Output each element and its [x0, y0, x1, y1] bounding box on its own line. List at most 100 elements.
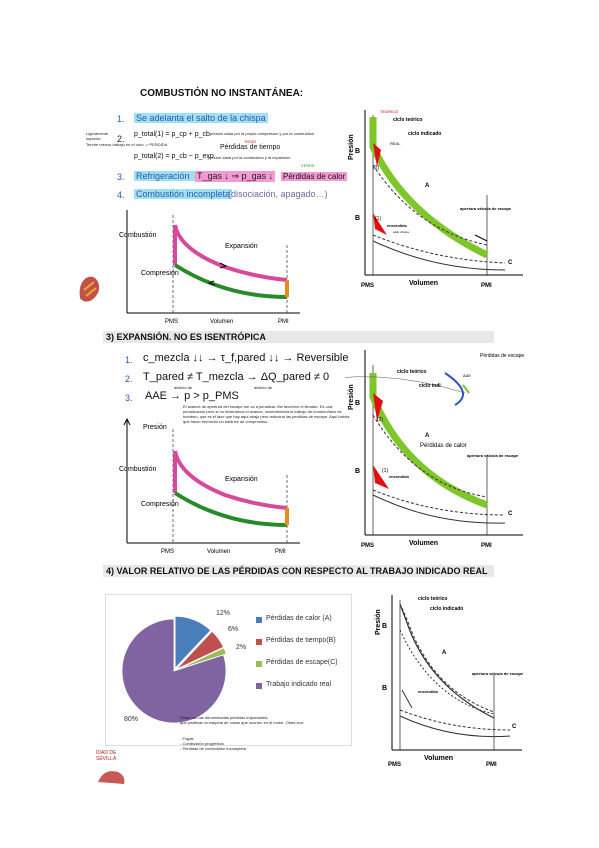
ind1-apertura: apertura válvula de escape	[460, 206, 512, 211]
ind2-c: C	[508, 511, 513, 517]
list3-num3: 3.	[125, 393, 133, 403]
pie-label-1: 6%	[228, 626, 238, 633]
ind1-real: REAL	[390, 141, 401, 146]
indicator-diagram-1: Presión TEORICO ciclo teórico ciclo indi…	[348, 109, 523, 289]
list3-num1: 1.	[125, 355, 133, 365]
rojo-label: ROJO	[245, 139, 257, 144]
pv2-pmi: PMI	[275, 549, 286, 555]
ind2-perdidas-escape: Pérdidas de escape	[480, 353, 524, 359]
ind2-perdidas-calor: Pérdidas de calor	[420, 443, 467, 449]
ind1-pms: PMS	[361, 283, 374, 289]
pv2-pms: PMS	[161, 549, 174, 555]
tgas-pgas: T_gas ↓ ⇒ p_gas ↓	[195, 171, 276, 182]
indicator-diagram-3: Presión ciclo teórico ciclo indicado B A…	[375, 595, 524, 768]
pv1-combustion: Combustión	[119, 232, 156, 239]
ind2-volumen: Volumen	[409, 540, 438, 547]
side-note-2: Tendre menos trabajo en el ciclo -> PERD…	[86, 142, 168, 147]
university-logo-2: IDAD DE SEVILLA	[74, 748, 125, 784]
ind1-l2: (2)	[373, 165, 379, 171]
legend-item-3: Trabajo indicado real	[256, 681, 348, 703]
ind2-apertura: apertura válvula de escape	[467, 453, 519, 458]
ind1-volumen: Volumen	[409, 280, 438, 287]
logo-text: IDAD DE SEVILLA	[96, 750, 117, 762]
ind1-presion: Presión	[348, 134, 355, 160]
equation-1-note: presion dada por la propia compresion y …	[210, 131, 315, 136]
ind3-pms: PMS	[388, 762, 401, 768]
section-4-heading: 4) VALOR RELATIVO DE LAS PÉRDIDAS CON RE…	[103, 565, 494, 577]
ind2-presion: Presión	[348, 384, 355, 410]
ind2-ciclo-indi: ciclo indi	[419, 383, 441, 389]
pv2-presion: Presión	[143, 424, 167, 431]
list1-num2: 2.	[117, 134, 125, 144]
list3-sub1: distinto de	[174, 385, 193, 390]
perdidas-tiempo-label: Pérdidas de tiempo	[220, 144, 281, 151]
ind2-b2: B	[355, 468, 360, 475]
ind3-apertura: apertura válvula de escape	[472, 671, 524, 676]
ind1-l1: (1)	[375, 216, 381, 222]
ind3-a: A	[442, 650, 447, 656]
pv1-compresion: Compresión	[141, 270, 179, 277]
equation-1: p_total(1) = p_cp + p_cb	[134, 131, 210, 138]
list1-num4: 4.	[117, 190, 125, 200]
ind3-pmi: PMI	[486, 762, 497, 768]
pie-label-3: 80%	[124, 716, 138, 723]
ind1-a: A	[425, 183, 430, 189]
pie-note-b3: - Pérdidas de combustión incompleta	[180, 746, 246, 751]
list3-line2: T_pared ≠ T_mezcla → ΔQ_pared ≠ 0	[143, 371, 330, 383]
legend-item-1: Pérdidas de tiempo(B)	[256, 637, 348, 659]
pv1-volumen: Volumen	[210, 319, 233, 325]
pie-slice-1	[176, 630, 225, 670]
ind3-c: C	[512, 724, 517, 730]
ind3-b2: B	[382, 685, 387, 692]
legend-swatch-3	[256, 683, 262, 689]
ind1-teorico: TEORICO	[380, 109, 398, 114]
ind1-ciclo-teorico: ciclo teórico	[393, 117, 422, 123]
ind2-ciclo-teorico: ciclo teórico	[397, 369, 426, 375]
ind1-b: B	[355, 148, 360, 155]
pie-slice-0	[174, 615, 212, 670]
list1-num3: 3.	[117, 172, 125, 182]
ind3-volumen: Volumen	[424, 755, 453, 762]
ind2-a: A	[425, 433, 430, 439]
list1-num1: 1.	[117, 114, 125, 124]
legend-swatch-2	[256, 661, 262, 667]
pie-note-2: que justifican la mayoria de cosas que o…	[180, 720, 305, 725]
pv2-compresion: Compresión	[141, 501, 179, 508]
legend-text-0: Pérdidas de calor (A)	[266, 615, 332, 622]
verde-label: VERDE	[301, 163, 315, 168]
ind2-l2: (2)	[377, 417, 383, 423]
ind2-pms: PMS	[361, 543, 374, 549]
pie-legend: Pérdidas de calor (A) Pérdidas de tiempo(…	[256, 615, 348, 703]
ind3-ciclo-indicado: ciclo indicado	[430, 606, 463, 612]
pie-chart-frame: 12% 6% 2% 80% Pérdidas de calor (A) Pérdidas…	[105, 594, 352, 746]
pie-slice-2	[176, 647, 227, 671]
pv-diagram-1: Combustión Expansión Compresión PMS Volu…	[119, 210, 300, 325]
list3-line1: c_mezcla ↓↓ → τ_f,pared ↓↓ → Reversible	[143, 352, 349, 364]
ind3-ciclo-teorico: ciclo teórico	[418, 596, 447, 602]
legend-text-2: Pérdidas de escape(C)	[266, 659, 338, 666]
refrigeracion-label: Refrigeración →	[134, 171, 204, 181]
ind3-presion: Presión	[375, 609, 382, 635]
ind2-pmi: PMI	[481, 543, 492, 549]
pv1-pmi: PMI	[278, 319, 289, 325]
pv1-pms: PMS	[165, 319, 178, 325]
legend-item-2: Pérdidas de escape(C)	[256, 659, 348, 681]
legend-swatch-1	[256, 639, 262, 645]
pie-label-2: 2%	[236, 644, 246, 651]
pv2-volumen: Volumen	[207, 549, 230, 555]
list3-line3: AAE → p > p_PMS	[145, 390, 239, 402]
ind1-c: C	[508, 260, 513, 266]
legend-swatch-0	[256, 617, 262, 623]
pie-note-b2: - Combustión progresiva	[180, 741, 224, 746]
university-logo	[74, 270, 106, 306]
ind1-ciclo-indicado: ciclo indicado	[408, 131, 441, 137]
ind1-pmi: PMI	[481, 283, 492, 289]
pie-chart: 12% 6% 2% 80%	[121, 610, 246, 724]
ind2-encendido: encendido	[389, 474, 410, 479]
ind3-b: B	[382, 623, 387, 630]
ind1-enc-note: salto chispa	[393, 230, 409, 234]
ind2-l1: (1)	[382, 468, 388, 474]
ind2-b: B	[355, 400, 360, 407]
equation-2: p_total(2) = p_cb − p_exp	[134, 153, 214, 160]
combustion-incompleta: Combustión incompleta	[134, 189, 233, 199]
